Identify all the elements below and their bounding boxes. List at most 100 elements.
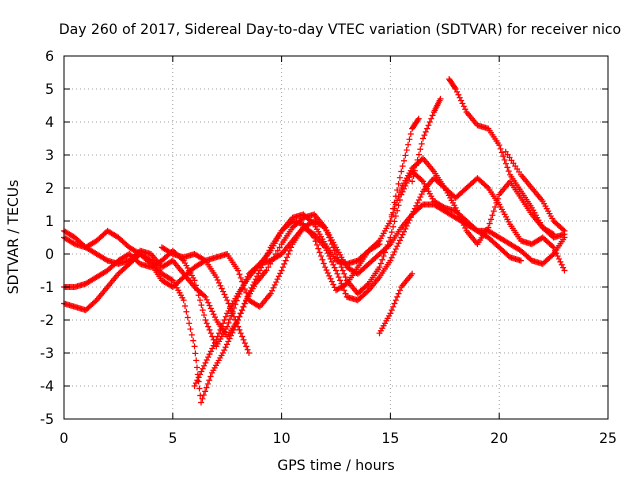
data-point [399,163,406,170]
data-point [267,260,274,267]
data-point [391,300,398,307]
data-point [554,253,561,260]
data-point [375,241,382,248]
data-point [414,199,421,206]
data-point [205,299,212,306]
data-point [237,310,244,317]
data-point [386,238,393,245]
data-point [501,156,508,163]
data-point [486,220,493,227]
data-point [203,320,210,327]
data-point [225,319,232,326]
data-point [198,399,205,406]
data-point [276,244,283,251]
data-point [218,285,225,292]
data-point [388,307,395,314]
data-point [462,225,469,232]
data-point [503,160,509,167]
data-point [401,228,407,235]
data-point [323,227,330,234]
data-point [241,340,248,347]
data-point [191,383,198,389]
data-point [193,357,200,364]
data-point [383,245,390,252]
data-point [517,257,524,264]
x-tick-label: 15 [381,431,399,447]
data-series [61,175,557,350]
data-point [286,247,293,254]
data-point [418,191,425,198]
data-point [458,97,465,104]
data-point [204,380,211,387]
data-point [417,146,424,153]
data-point [561,267,568,274]
data-point [207,330,214,337]
data-point [198,302,205,309]
data-point [558,261,565,268]
grid-lines [64,56,608,419]
data-point [426,119,433,125]
data-point [379,256,386,263]
data-point [243,343,250,350]
data-point [224,323,231,330]
data-point [320,260,327,267]
data-point [217,282,224,289]
data-point [455,91,462,98]
data-point [209,345,216,352]
data-point [197,371,203,378]
data-point [330,281,337,288]
data-point [207,348,214,355]
data-point [452,86,459,92]
y-tick-label: -5 [40,412,54,428]
data-point [313,241,320,248]
data-point [341,270,348,277]
x-tick-label: 20 [490,431,508,447]
data-point [411,167,418,174]
data-point [440,203,447,210]
data-point [413,162,420,169]
data-point [396,174,403,181]
data-point [194,364,201,371]
data-point [216,330,223,337]
data-point [223,341,230,348]
plot-frame [63,55,609,420]
data-point [243,289,250,296]
data-point [331,264,338,271]
data-point [549,252,556,259]
data-point [224,297,231,304]
data-point [206,377,213,384]
data-point [418,140,425,147]
data-point [229,310,236,317]
data-point [422,128,429,135]
data-point [390,303,397,310]
data-point [333,267,339,274]
data-point [328,258,335,265]
data-point [390,205,397,212]
data-point [218,323,225,330]
data-point [235,323,242,330]
data-point [557,258,564,265]
data-point [263,267,270,274]
data-point [216,279,223,286]
y-axis-label: SDTVAR / TECUs [6,180,22,295]
data-point [392,246,399,253]
data-point [213,336,220,343]
data-point [312,238,319,245]
data-point [182,302,189,309]
data-series [409,95,444,185]
data-point [556,255,563,262]
data-point [391,199,398,206]
data-point [396,287,403,294]
data-point [406,136,413,143]
data-point [236,313,243,320]
y-tick-label: 0 [45,247,54,263]
data-point [201,362,208,369]
data-point [209,333,216,340]
data-point [240,336,247,343]
data-point [401,157,407,164]
data-point [388,254,395,261]
data-point [199,395,206,402]
data-point [550,244,557,251]
data-point [222,344,229,351]
